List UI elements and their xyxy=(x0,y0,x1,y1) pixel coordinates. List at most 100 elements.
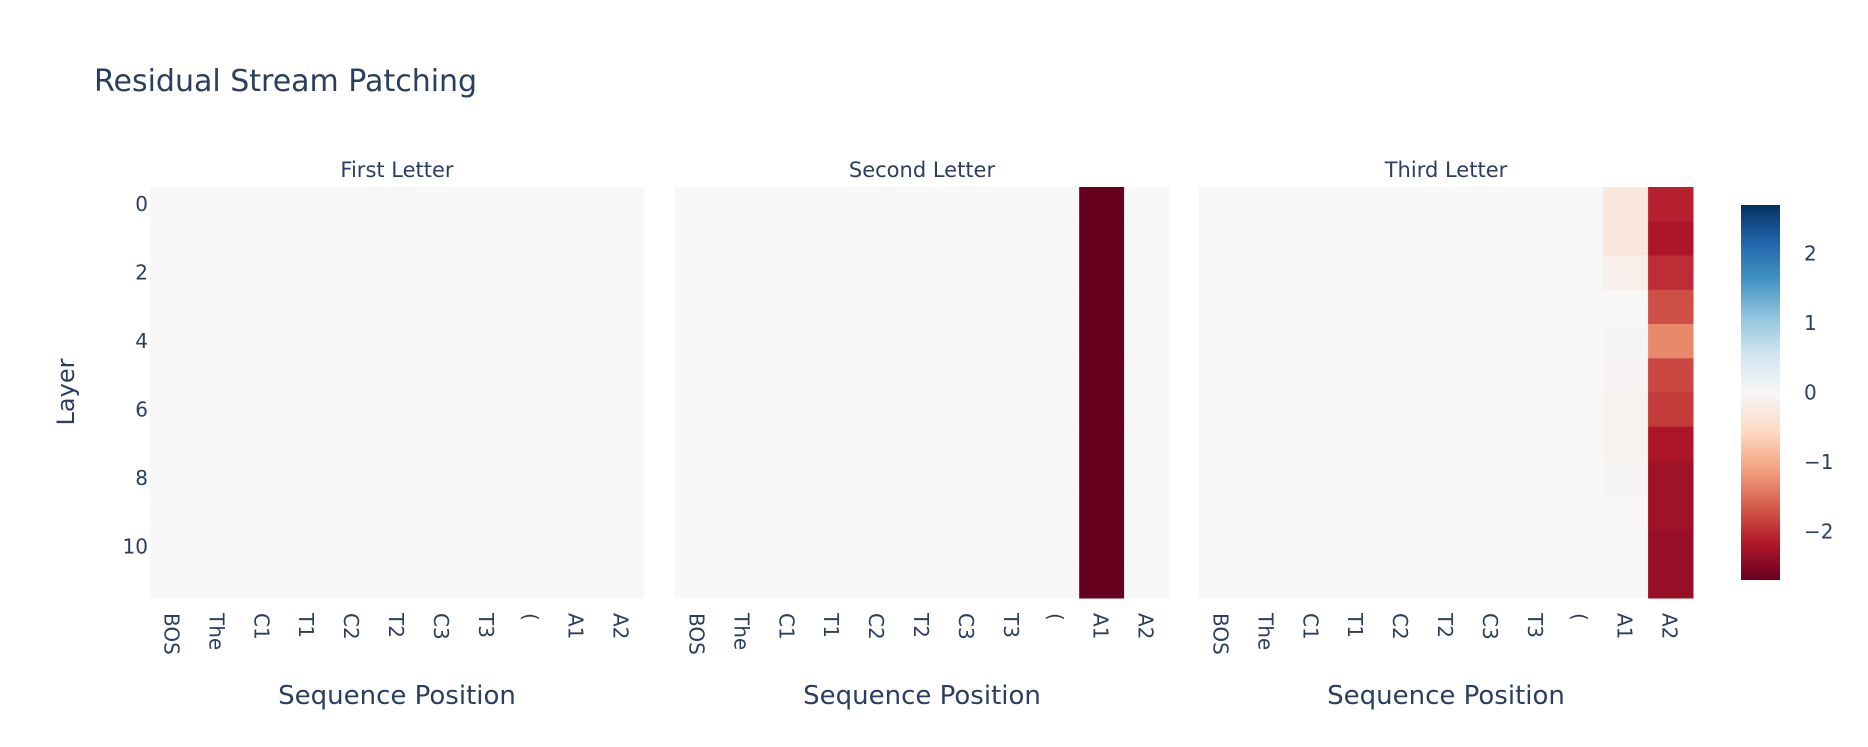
heatmap-cell xyxy=(464,187,510,222)
heatmap-cell xyxy=(329,187,376,222)
heatmap-cell xyxy=(374,221,420,256)
heatmap-cell xyxy=(329,255,376,291)
heatmap-cell xyxy=(419,392,465,428)
heatmap-cell xyxy=(150,563,196,599)
heatmap-cell xyxy=(719,358,766,393)
heatmap-cell xyxy=(554,495,600,530)
heatmap-cell xyxy=(719,392,766,428)
heatmap-cell xyxy=(1378,187,1425,222)
heatmap-cell xyxy=(554,392,600,428)
heatmap-cell xyxy=(239,563,286,599)
heatmap-cell xyxy=(1558,187,1604,222)
heatmap-cell xyxy=(150,358,196,393)
heatmap-cell xyxy=(764,495,811,530)
heatmap-cell xyxy=(1558,221,1604,256)
heatmap-cell xyxy=(239,358,286,393)
heatmap-cell xyxy=(1124,221,1170,256)
heatmap-cell xyxy=(419,289,465,325)
heatmap-cell xyxy=(719,289,766,325)
heatmap-cell xyxy=(284,529,331,565)
heatmap-cell xyxy=(1288,529,1335,565)
x-axis-label: Sequence Position xyxy=(278,681,516,711)
heatmap-cell xyxy=(509,461,555,496)
heatmap-cell xyxy=(944,289,990,325)
heatmap-cell xyxy=(944,324,990,359)
heatmap-cell xyxy=(284,358,331,393)
heatmap-cell xyxy=(284,289,331,325)
heatmap-cell xyxy=(374,495,420,530)
heatmap-cell xyxy=(944,392,990,428)
heatmap-cell xyxy=(899,324,945,359)
heatmap-cell xyxy=(1333,289,1380,325)
heatmap-cell xyxy=(1079,426,1125,462)
heatmap-cell xyxy=(1648,392,1694,428)
heatmap-cell xyxy=(329,426,376,462)
heatmap-cell xyxy=(374,187,420,222)
heatmap-cell xyxy=(675,187,721,222)
heatmap-cell xyxy=(1513,221,1559,256)
heatmap-cell xyxy=(675,358,721,393)
heatmap-cell xyxy=(239,529,286,565)
heatmap-cell xyxy=(599,289,645,325)
heatmap-cell xyxy=(599,461,645,496)
heatmap-cell xyxy=(1079,255,1125,291)
heatmap-cell xyxy=(554,255,600,291)
heatmap-cell xyxy=(1199,563,1245,599)
heatmap-cell xyxy=(1468,324,1514,359)
heatmap-cell xyxy=(1199,529,1245,565)
heatmap-cell xyxy=(1288,392,1335,428)
heatmap-cell xyxy=(1468,392,1514,428)
heatmap-cell xyxy=(675,426,721,462)
y-tick-label: 0 xyxy=(135,192,148,216)
heatmap-cell xyxy=(809,187,856,222)
heatmap-cell xyxy=(1079,392,1125,428)
heatmap-cell xyxy=(675,221,721,256)
heatmap-cell xyxy=(764,563,811,599)
heatmap-cell xyxy=(150,529,196,565)
heatmap-cell xyxy=(719,187,766,222)
x-tick-label: T2 xyxy=(909,612,933,638)
heatmap-cell xyxy=(1423,187,1469,222)
heatmap-cell xyxy=(1079,358,1125,393)
heatmap-cell xyxy=(419,563,465,599)
heatmap-cell xyxy=(1243,289,1290,325)
heatmap-cell xyxy=(989,221,1035,256)
heatmap-cell xyxy=(1199,324,1245,359)
x-tick-label: C3 xyxy=(954,613,978,640)
heatmap-cell xyxy=(329,529,376,565)
heatmap-cell xyxy=(1468,563,1514,599)
heatmap-cell xyxy=(1034,563,1080,599)
heatmap-cell xyxy=(554,324,600,359)
heatmap-cell xyxy=(854,426,901,462)
heatmap-cell xyxy=(989,187,1035,222)
heatmap-cell xyxy=(1124,324,1170,359)
colorbar-tick-label: 2 xyxy=(1804,242,1817,266)
heatmap-cell xyxy=(1199,358,1245,393)
heatmap-cell xyxy=(854,289,901,325)
heatmap-cell xyxy=(854,529,901,565)
heatmap-cell xyxy=(419,324,465,359)
heatmap-cell xyxy=(194,461,241,496)
heatmap-cell xyxy=(1333,392,1380,428)
heatmap-cell xyxy=(1468,529,1514,565)
heatmap-cell xyxy=(1288,495,1335,530)
heatmap-cell xyxy=(854,495,901,530)
heatmap-cell xyxy=(899,495,945,530)
heatmap-cell xyxy=(1034,461,1080,496)
x-tick-label: ( xyxy=(1044,613,1068,621)
heatmap-cell xyxy=(1243,392,1290,428)
heatmap-cell xyxy=(1243,187,1290,222)
heatmap-cell xyxy=(284,563,331,599)
heatmap-cell xyxy=(1648,426,1694,462)
heatmap-cell xyxy=(554,358,600,393)
heatmap-cell xyxy=(150,187,196,222)
heatmap-cell xyxy=(1333,426,1380,462)
heatmap-cell xyxy=(1079,563,1125,599)
heatmap-cell xyxy=(989,461,1035,496)
heatmap-cell xyxy=(419,495,465,530)
heatmap-cell xyxy=(194,392,241,428)
x-tick-label: A1 xyxy=(1089,613,1113,639)
heatmap-cell xyxy=(1648,289,1694,325)
heatmap-cell xyxy=(284,187,331,222)
heatmap-cell xyxy=(1124,187,1170,222)
